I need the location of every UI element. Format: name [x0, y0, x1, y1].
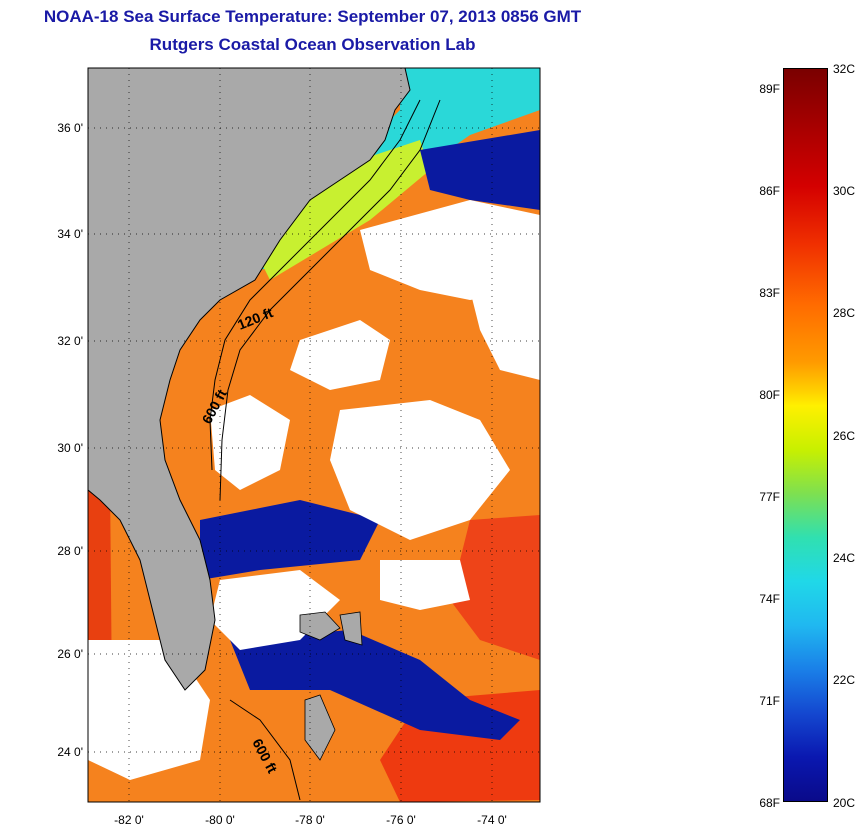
colorbar-label-28c: 28C [833, 306, 856, 320]
colorbar-label-26c: 26C [833, 429, 856, 443]
temperature-colorbar [783, 68, 828, 802]
lat-label-34: 34 0' [57, 227, 83, 241]
contour-600ft-south [229, 699, 301, 801]
land-mass [88, 68, 411, 691]
contour-120ft [209, 99, 421, 471]
colorbar-label-24c: 24C [833, 551, 856, 565]
cold-band-north [420, 130, 540, 210]
lon-label-74: -74 0' [477, 813, 507, 827]
lon-label-78: -78 0' [295, 813, 325, 827]
nearshore-water [260, 140, 430, 280]
lat-label-30: 30 0' [57, 441, 83, 455]
cloud-patch-2 [290, 320, 390, 390]
colorbar-label-32c: 32C [833, 62, 856, 76]
lat-label-36: 36 0' [57, 121, 83, 135]
lat-label-24: 24 0' [57, 745, 83, 759]
map-image [88, 68, 540, 802]
colorbar-label-89f: 89F [759, 82, 780, 96]
colorbar-label-68f: 68F [759, 796, 780, 810]
cloud-patch-8 [380, 560, 470, 610]
cold-band-2 [230, 630, 520, 740]
graticule [88, 68, 540, 802]
lat-label-32: 32 0' [57, 334, 83, 348]
colorbar-label-71f: 71F [759, 694, 780, 708]
lon-label-80: -80 0' [205, 813, 235, 827]
cloud-patch-3 [330, 400, 510, 540]
cloud-patch-4 [210, 395, 290, 490]
lon-label-76: -76 0' [386, 813, 416, 827]
island-3 [304, 694, 336, 761]
colorbar-label-77f: 77F [759, 490, 780, 504]
map-frame [87, 67, 541, 803]
lon-label-82: -82 0' [114, 813, 144, 827]
map-subtitle: Rutgers Coastal Ocean Observation Lab [149, 35, 476, 54]
colorbar-label-80f: 80F [759, 388, 780, 402]
cold-band-1 [200, 500, 380, 580]
cloud-patch-5 [470, 285, 540, 380]
colorbar-label-86f: 86F [759, 184, 780, 198]
colorbar-label-20c: 20C [833, 796, 856, 810]
map-title: NOAA-18 Sea Surface Temperature: Septemb… [43, 7, 582, 26]
colorbar-label-74f: 74F [759, 592, 780, 606]
cloud-patch-1 [360, 200, 540, 300]
lat-label-26: 26 0' [57, 647, 83, 661]
lat-label-28: 28 0' [57, 544, 83, 558]
colorbar-label-30c: 30C [833, 184, 856, 198]
island-2 [339, 611, 363, 646]
colorbar-label-22c: 22C [833, 673, 856, 687]
contour-600ft [219, 99, 441, 501]
colorbar-label-83f: 83F [759, 286, 780, 300]
